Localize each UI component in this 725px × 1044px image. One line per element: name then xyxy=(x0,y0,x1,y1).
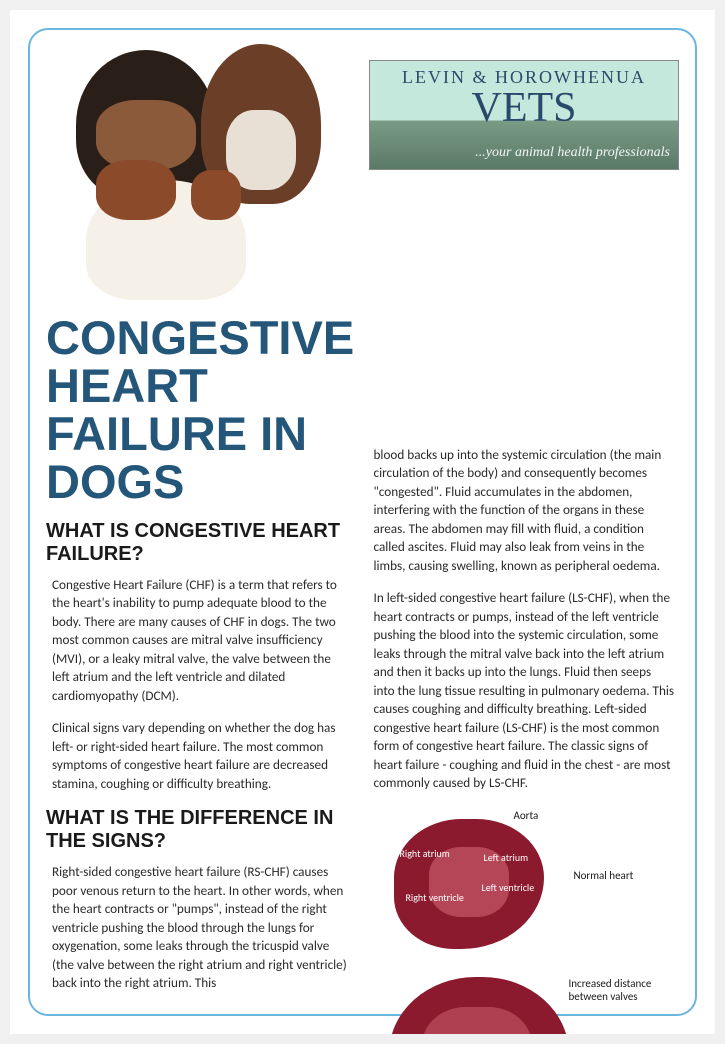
page-content: LEVIN & HOROWHENUA VETS ...your animal h… xyxy=(28,28,697,1016)
dogs-illustration xyxy=(46,40,359,310)
heart-diagram: Aorta Right atrium Left atrium Right ven… xyxy=(374,807,680,1034)
logo-tagline: ...your animal health professionals xyxy=(475,145,670,161)
body-paragraph: Right-sided congestive heart failure (RS… xyxy=(46,863,352,992)
left-column: CONGESTIVE HEART FAILURE IN DOGS WHAT IS… xyxy=(46,318,352,1034)
clinic-logo: LEVIN & HOROWHENUA VETS ...your animal h… xyxy=(369,60,679,170)
body-paragraph: Clinical signs vary depending on whether… xyxy=(46,719,352,793)
two-column-layout: CONGESTIVE HEART FAILURE IN DOGS WHAT IS… xyxy=(46,318,679,1034)
body-paragraph: Congestive Heart Failure (CHF) is a term… xyxy=(46,576,352,705)
document-page: LEVIN & HOROWHENUA VETS ...your animal h… xyxy=(10,10,715,1034)
diagram-label: Right ventricle xyxy=(406,891,464,904)
header-row: LEVIN & HOROWHENUA VETS ...your animal h… xyxy=(46,40,679,310)
diagram-label: Left ventricle xyxy=(482,881,535,894)
section-heading: WHAT IS THE DIFFERENCE IN THE SIGNS? xyxy=(46,807,352,853)
diagram-label: Increased distance between valves xyxy=(569,977,679,1003)
section-heading: WHAT IS CONGESTIVE HEART FAILURE? xyxy=(46,520,352,566)
spacer xyxy=(374,318,680,446)
page-title: CONGESTIVE HEART FAILURE IN DOGS xyxy=(46,314,352,506)
body-paragraph: blood backs up into the systemic circula… xyxy=(374,446,680,575)
right-column: blood backs up into the systemic circula… xyxy=(374,318,680,1034)
diagram-label: Left atrium xyxy=(484,851,529,864)
body-paragraph: In left-sided congestive heart failure (… xyxy=(374,589,680,792)
logo-main-text: VETS xyxy=(370,90,678,128)
diagram-label: Right atrium xyxy=(400,847,450,860)
diagram-label: Aorta xyxy=(514,809,539,822)
diagram-label: Normal heart xyxy=(574,869,634,882)
